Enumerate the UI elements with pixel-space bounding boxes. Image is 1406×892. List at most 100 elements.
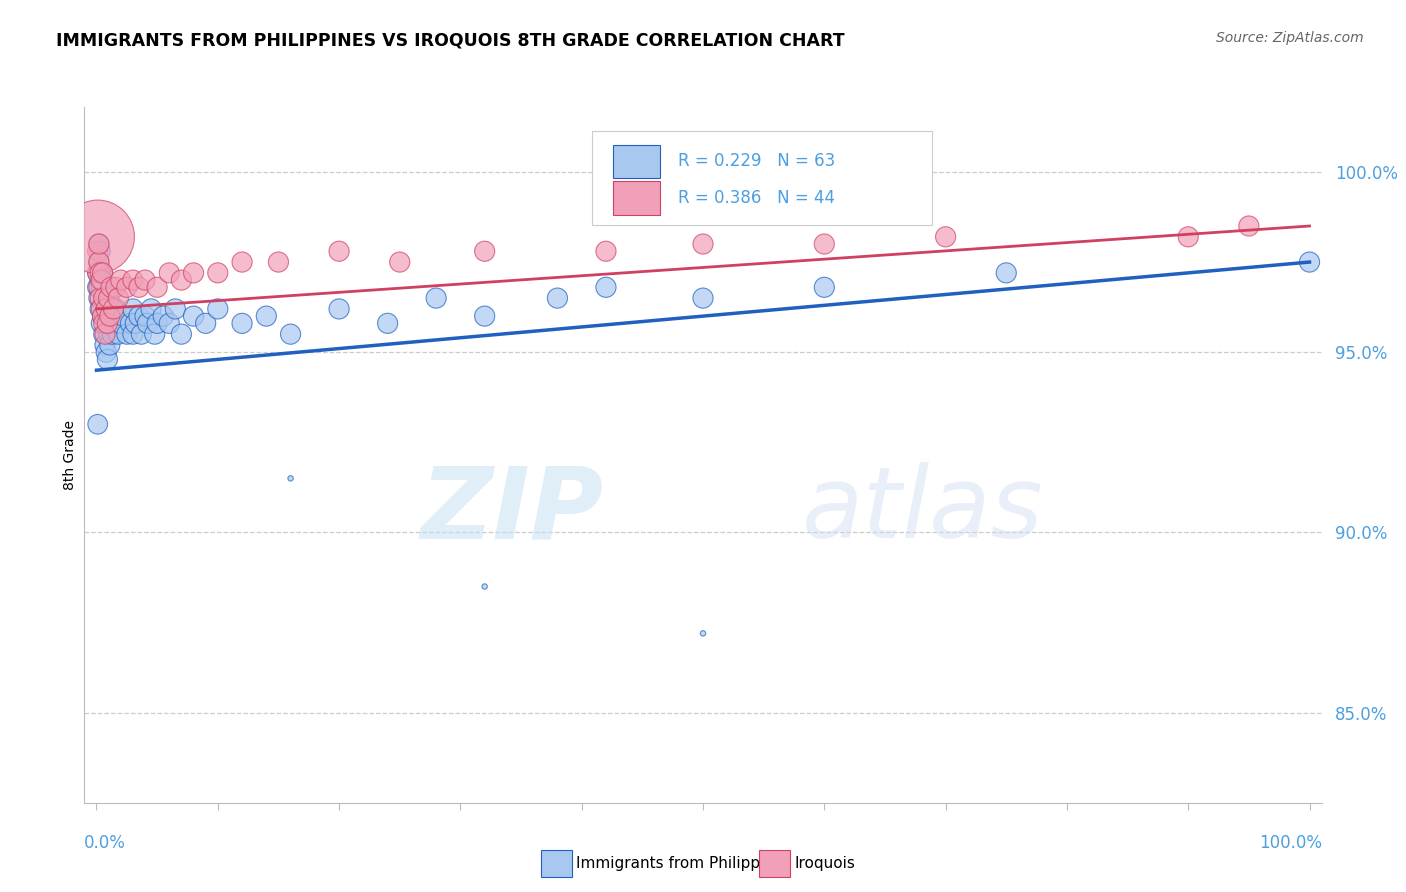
Point <box>328 244 350 259</box>
Point <box>93 316 115 330</box>
Point <box>692 626 714 640</box>
Point <box>93 291 115 305</box>
Y-axis label: 8th Grade: 8th Grade <box>63 420 77 490</box>
Point <box>146 280 169 294</box>
Point <box>94 338 117 352</box>
Point <box>86 229 108 244</box>
Text: 100.0%: 100.0% <box>1258 834 1322 852</box>
Point <box>87 237 110 252</box>
Text: Source: ZipAtlas.com: Source: ZipAtlas.com <box>1216 31 1364 45</box>
Point <box>97 327 120 342</box>
Point <box>280 327 302 342</box>
Point <box>90 316 112 330</box>
Point <box>90 273 112 287</box>
Point <box>131 327 153 342</box>
Point <box>1298 255 1320 269</box>
Point <box>89 266 111 280</box>
FancyBboxPatch shape <box>613 181 659 215</box>
FancyBboxPatch shape <box>613 145 659 178</box>
Point <box>595 280 617 294</box>
Text: Iroquois: Iroquois <box>794 856 855 871</box>
Point <box>107 291 129 305</box>
Point <box>96 316 118 330</box>
Point <box>86 266 108 280</box>
Point <box>93 291 115 305</box>
Point <box>280 471 302 485</box>
Point <box>97 291 120 305</box>
Point <box>692 237 714 252</box>
Point <box>120 316 142 330</box>
Point <box>328 301 350 316</box>
Text: R = 0.229   N = 63: R = 0.229 N = 63 <box>678 153 835 170</box>
Point <box>90 301 112 316</box>
Point <box>101 327 124 342</box>
Text: atlas: atlas <box>801 462 1043 559</box>
Point <box>474 580 496 594</box>
Point <box>207 301 229 316</box>
Point <box>183 309 205 323</box>
Point <box>91 309 114 323</box>
Point <box>128 280 150 294</box>
Point <box>194 316 217 330</box>
Point <box>91 309 114 323</box>
Point <box>813 237 835 252</box>
Point <box>692 291 714 305</box>
Point <box>157 266 180 280</box>
Point <box>87 237 110 252</box>
Point <box>89 273 111 287</box>
Point <box>86 266 108 280</box>
Point <box>115 327 138 342</box>
Point <box>474 244 496 259</box>
Point <box>1177 229 1199 244</box>
Text: R = 0.386   N = 44: R = 0.386 N = 44 <box>678 189 835 207</box>
Point <box>474 309 496 323</box>
Point <box>91 266 114 280</box>
Point <box>90 280 112 294</box>
Point <box>104 280 127 294</box>
Point <box>93 327 115 342</box>
Point <box>267 255 290 269</box>
Point <box>96 301 118 316</box>
Point <box>86 280 108 294</box>
Point <box>136 316 159 330</box>
Point <box>115 280 138 294</box>
Point <box>94 309 117 323</box>
Point <box>96 345 118 359</box>
Point <box>134 309 156 323</box>
Point <box>157 316 180 330</box>
Point <box>231 255 253 269</box>
Point <box>139 301 162 316</box>
Point <box>110 273 132 287</box>
FancyBboxPatch shape <box>592 131 932 226</box>
Point <box>595 244 617 259</box>
Point <box>170 273 193 287</box>
Point <box>388 255 411 269</box>
Point <box>128 309 150 323</box>
Point <box>231 316 253 330</box>
Point <box>112 309 135 323</box>
Text: 0.0%: 0.0% <box>84 834 127 852</box>
Point <box>100 280 122 294</box>
Point <box>87 291 110 305</box>
Point <box>87 280 110 294</box>
Point <box>96 301 118 316</box>
Point <box>89 301 111 316</box>
Point <box>183 266 205 280</box>
Point <box>165 301 187 316</box>
Point <box>122 301 145 316</box>
Point <box>98 338 121 352</box>
Point <box>143 327 166 342</box>
Point <box>87 255 110 269</box>
Point <box>254 309 277 323</box>
Point <box>122 273 145 287</box>
Point <box>122 327 145 342</box>
Point <box>377 316 399 330</box>
Point <box>98 309 121 323</box>
Point <box>100 316 122 330</box>
Point <box>146 316 169 330</box>
Text: Immigrants from Philippines: Immigrants from Philippines <box>576 856 792 871</box>
Text: ZIP: ZIP <box>420 462 605 559</box>
Point <box>107 327 129 342</box>
Point <box>86 417 108 432</box>
Point <box>207 266 229 280</box>
